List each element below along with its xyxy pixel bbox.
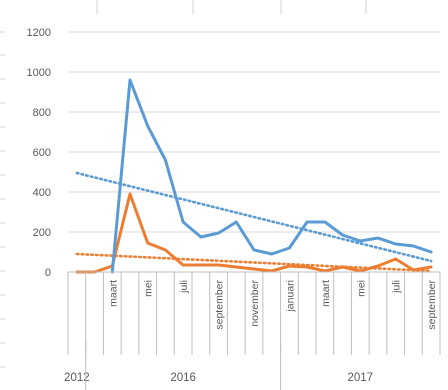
trendline-series-1	[75, 171, 433, 263]
y-tick-label-1200: 1200	[27, 27, 51, 39]
y-tick-label-400: 400	[33, 187, 51, 199]
gridlines	[68, 31, 440, 273]
year-axis: 2012 2016 2017	[64, 340, 373, 390]
x-tick-label-10: november	[249, 280, 261, 327]
trendlines	[75, 171, 433, 273]
x-tick-label-14: maart	[320, 280, 332, 307]
data-series	[75, 78, 433, 274]
x-tick-label-2: maart	[107, 280, 119, 307]
x-tick-label-12: januari	[284, 280, 296, 313]
y-tick-label-1000: 1000	[27, 67, 51, 79]
x-tick-label-18: juli	[391, 280, 403, 294]
year-label-2016: 2016	[170, 372, 196, 384]
x-tick-label-6: juli	[178, 280, 190, 294]
y-tick-label-200: 200	[33, 227, 51, 239]
year-label-2012: 2012	[64, 372, 90, 384]
y-tick-label-800: 800	[33, 107, 51, 119]
year-label-2017: 2017	[347, 372, 373, 384]
x-tick-label-20: september	[426, 279, 438, 329]
series-1-line	[110, 78, 433, 274]
series-2-line	[75, 192, 433, 274]
y-tick-label-600: 600	[33, 147, 51, 159]
x-tick-label-4: mei	[143, 280, 155, 297]
y-tick-label-0: 0	[45, 267, 51, 279]
x-tick-label-16: mei	[355, 280, 367, 297]
x-axis-ticks: maart mei juli september november januari maar…	[107, 279, 438, 329]
x-tick-label-8: september	[214, 279, 226, 329]
y-axis-ticks: 0 200 400 600 800 1000 1200	[27, 27, 51, 279]
